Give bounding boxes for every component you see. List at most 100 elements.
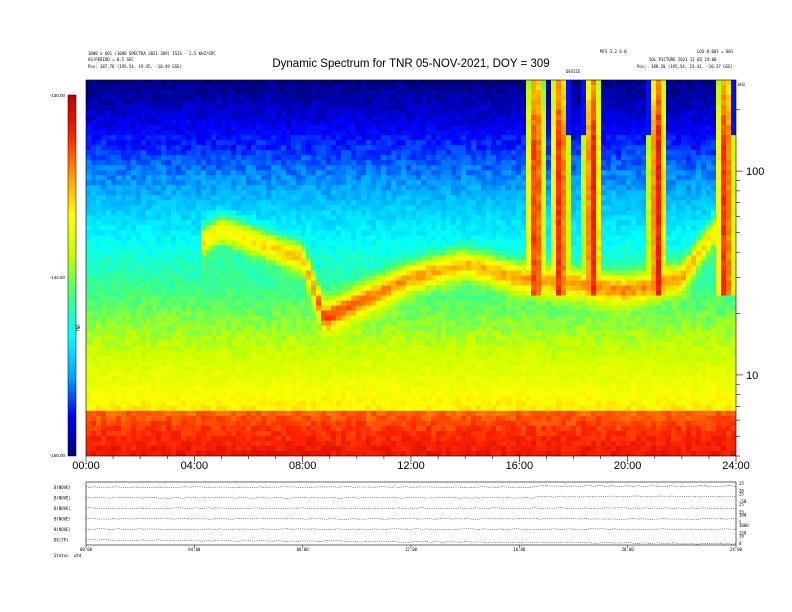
spectrogram-cell: [226, 190, 232, 196]
spectrogram-cell: [206, 185, 212, 191]
spectrogram-cell: [351, 115, 357, 121]
spectrogram-cell: [311, 170, 317, 176]
spectrogram-cell: [321, 160, 327, 166]
spectrogram-cell: [291, 395, 297, 402]
spectrogram-cell: [341, 350, 347, 357]
spectrogram-cell: [266, 120, 272, 126]
spectrogram-cell: [101, 445, 107, 452]
spectrogram-cell: [196, 280, 202, 286]
spectrogram-cell: [186, 195, 192, 201]
spectrogram-cell: [311, 120, 317, 126]
spectrogram-cell: [221, 430, 227, 437]
spectrogram-cell: [91, 85, 97, 91]
spectrogram-cell: [221, 295, 227, 301]
spectrogram-cell: [321, 295, 327, 301]
spectrogram-cell: [186, 245, 192, 251]
spectrogram-cell: [131, 175, 137, 181]
spectrogram-cell: [366, 410, 372, 417]
spectrogram-cell: [96, 195, 102, 201]
spectrogram-cell: [326, 220, 332, 226]
spectrogram-cell: [266, 385, 272, 392]
spectrogram-cell: [201, 85, 207, 91]
spectrogram-cell: [346, 240, 352, 246]
spectrogram-cell: [341, 195, 347, 201]
spectrogram-cell: [251, 175, 257, 181]
spectrogram-cell: [241, 295, 247, 301]
spectrogram-cell: [391, 295, 397, 301]
spectrogram-cell: [246, 160, 252, 166]
spectrogram-cell: [116, 420, 122, 427]
spectrogram-cell: [291, 420, 297, 427]
spectrogram-cell: [391, 210, 397, 216]
spectrogram-cell: [386, 370, 392, 377]
spectrogram-cell: [271, 110, 277, 116]
spectrogram-cell: [321, 140, 327, 146]
spectrogram-cell: [406, 440, 412, 447]
spectrogram-cell: [226, 435, 232, 442]
spectrogram-cell: [351, 270, 357, 276]
spectrogram-cell: [236, 120, 242, 126]
spectrogram-cell: [86, 330, 92, 337]
spectrogram-cell: [406, 235, 412, 241]
spectrogram-cell: [256, 205, 262, 211]
spectrogram-cell: [156, 200, 162, 206]
spectrogram-cell: [381, 425, 387, 432]
spectrogram-cell: [371, 195, 377, 201]
spectrogram-cell: [221, 380, 227, 387]
spectrogram-cell: [316, 230, 322, 236]
spectrogram-cell: [266, 90, 272, 96]
spectrogram-cell: [331, 345, 337, 352]
spectrogram-cell: [391, 350, 397, 357]
spectrogram-cell: [261, 405, 267, 412]
spectrogram-cell: [226, 395, 232, 402]
spectrogram-cell: [256, 360, 262, 367]
spectrogram-cell: [311, 100, 317, 106]
spectrogram-cell: [391, 340, 397, 347]
spectrogram-cell: [216, 160, 222, 166]
spectrogram-cell: [396, 300, 402, 306]
spectrogram-cell: [91, 320, 97, 327]
spectrogram-cell: [346, 145, 352, 151]
spectrogram-cell: [206, 265, 212, 271]
spectrogram-cell: [181, 175, 187, 181]
spectrogram-cell: [151, 155, 157, 161]
spectrogram-cell: [296, 105, 302, 111]
spectrogram-cell: [286, 200, 292, 206]
spectrogram-cell: [381, 420, 387, 427]
spectrogram-cell: [131, 180, 137, 186]
spectrogram-cell: [281, 325, 287, 332]
spectrogram-cell: [171, 390, 177, 397]
spectrogram-cell: [336, 385, 342, 392]
spectrogram-cell: [151, 350, 157, 357]
spectrogram-cell: [206, 425, 212, 432]
spectrogram-cell: [231, 425, 237, 432]
spectrogram-cell: [241, 250, 247, 256]
spectrogram-cell: [96, 250, 102, 256]
spectrogram-cell: [196, 135, 202, 141]
spectrogram-cell: [286, 215, 292, 221]
spectrogram-cell: [381, 255, 387, 261]
spectrogram-cell: [196, 145, 202, 151]
spectrogram-cell: [91, 170, 97, 176]
spectrogram-cell: [91, 240, 97, 246]
spectrogram-cell: [301, 345, 307, 352]
spectrogram-cell: [211, 320, 217, 327]
spectrogram-cell: [376, 300, 382, 306]
spectrogram-cell: [241, 340, 247, 347]
spectrogram-cell: [141, 345, 147, 352]
spectrogram-cell: [316, 395, 322, 402]
spectrogram-cell: [201, 435, 207, 442]
spectrogram-cell: [126, 340, 132, 347]
spectrogram-cell: [236, 330, 242, 337]
spectrogram-cell: [96, 215, 102, 221]
spectrogram-cell: [401, 415, 407, 422]
spectrogram-cell: [331, 150, 337, 156]
spectrogram-cell: [301, 235, 307, 241]
spectrogram-cell: [151, 200, 157, 206]
spectrogram-cell: [251, 410, 257, 417]
spectrogram-cell: [296, 245, 302, 251]
spectrogram-cell: [346, 110, 352, 116]
spectrogram-cell: [121, 115, 127, 121]
spectrogram-cell: [106, 125, 112, 131]
spectrogram-cell: [216, 195, 222, 201]
